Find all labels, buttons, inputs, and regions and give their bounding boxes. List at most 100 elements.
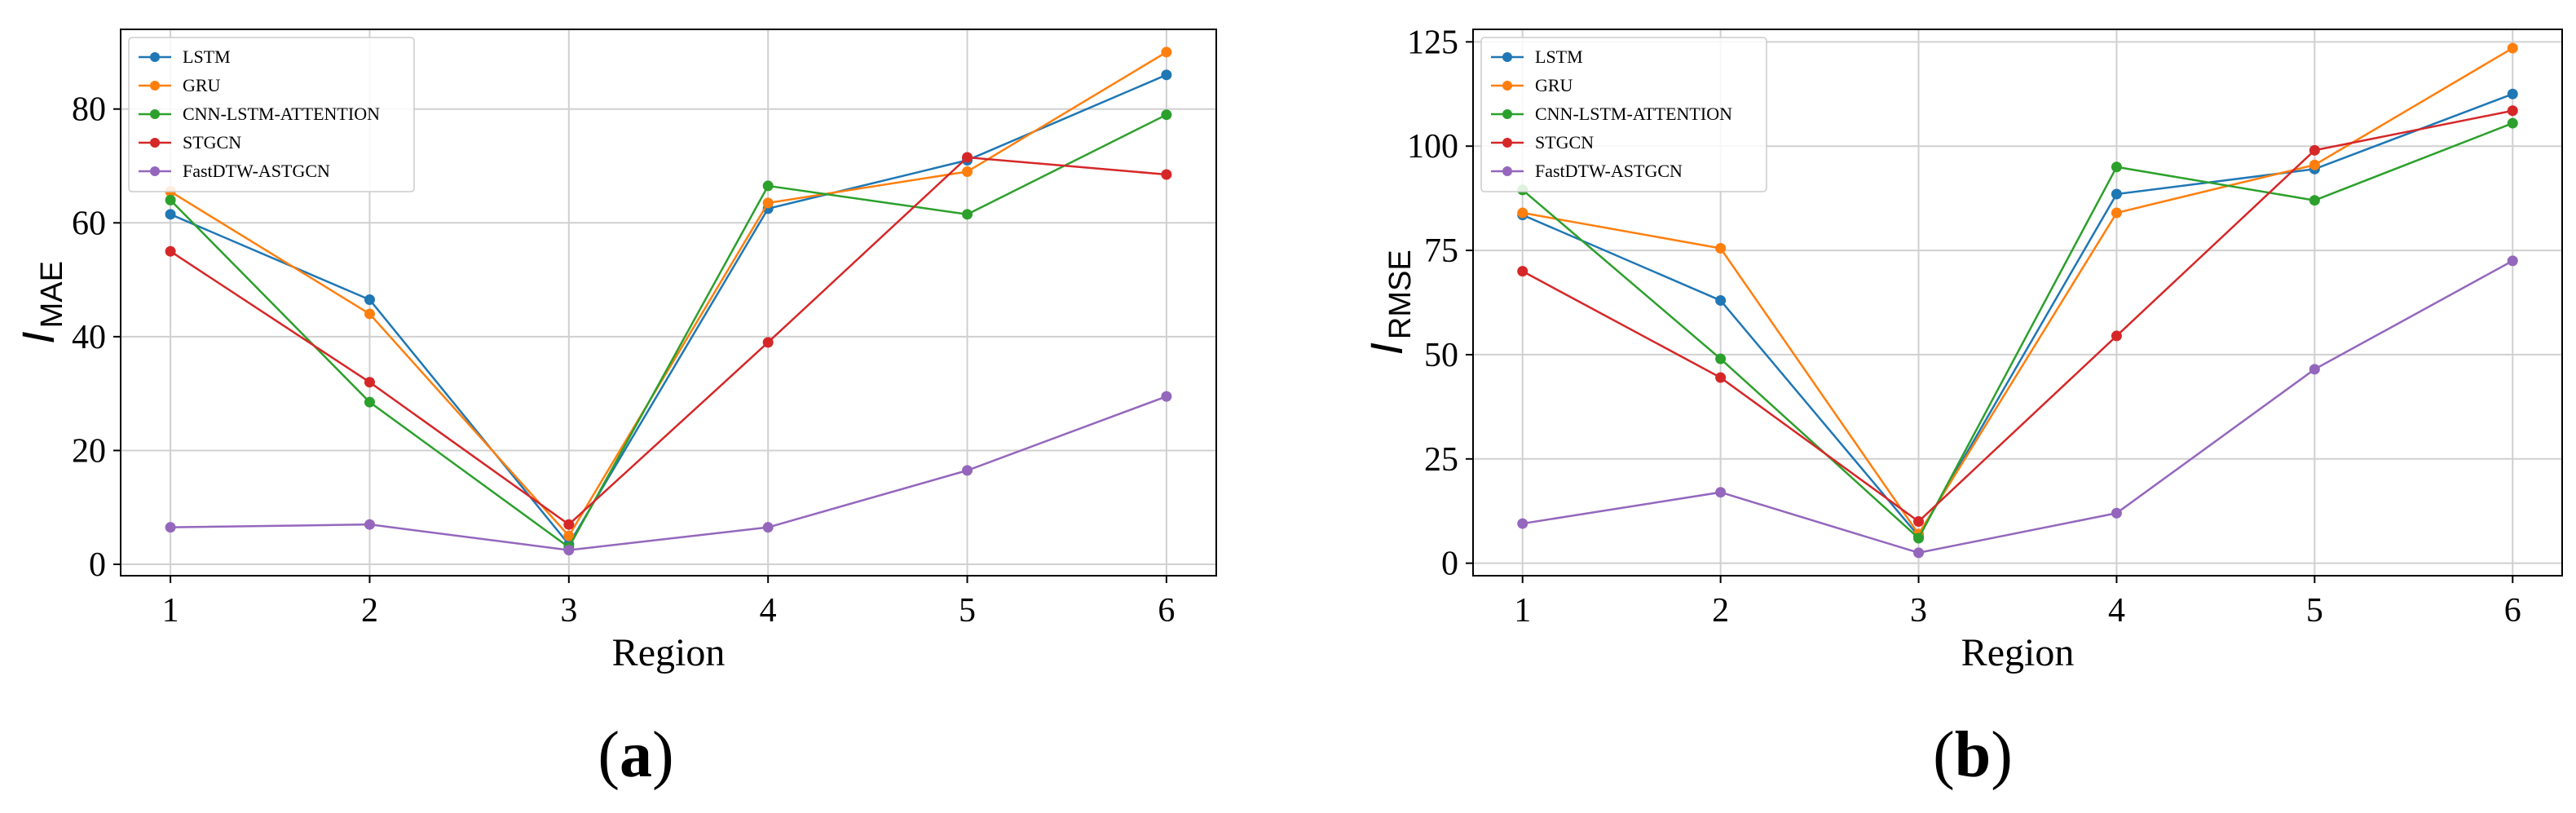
data-point [2507, 105, 2518, 117]
panel-label-open-paren: ( [598, 719, 620, 791]
series-gru [165, 46, 1172, 541]
data-point [1913, 516, 1925, 528]
data-point [1913, 547, 1925, 559]
data-point [2111, 207, 2122, 219]
x-tick-label: 4 [760, 592, 777, 630]
legend-marker [150, 138, 160, 148]
legend-marker [150, 109, 160, 119]
series-fastdtw-astgcn [165, 391, 1172, 556]
y-tick-label: 60 [72, 205, 106, 242]
data-point [364, 294, 375, 306]
panel-label: (a) [598, 719, 673, 791]
y-tick-label: 0 [89, 546, 106, 584]
x-tick-label: 1 [1514, 592, 1531, 630]
series-fastdtw-astgcn [1517, 255, 2518, 559]
data-point [2507, 255, 2518, 267]
legend: LSTM GRU CNN-LSTM-ATTENTION STGCN FastDTW-AS… [128, 37, 415, 192]
data-point [364, 396, 375, 408]
x-tick-label: 1 [162, 592, 179, 630]
series-line [1522, 109, 2513, 524]
data-point [1913, 532, 1925, 544]
legend-marker [150, 81, 160, 91]
legend-marker [1502, 138, 1512, 148]
data-point [563, 530, 575, 541]
legend-marker [1502, 81, 1512, 91]
legend-label: LSTM [1535, 46, 1583, 67]
x-tick-label: 4 [2108, 592, 2125, 630]
data-point [1715, 487, 1727, 498]
data-point [2309, 144, 2320, 156]
legend-label: STGCN [1535, 132, 1594, 152]
data-point [1161, 109, 1172, 121]
data-point [165, 522, 176, 533]
y-tick-label: 0 [1441, 546, 1458, 583]
data-point [962, 152, 973, 163]
chart-panel-b: 1 2 3 4 5 6 0 25 50 75 100 125 Region I RMSE LSTM GRU CNN… [1361, 24, 2563, 791]
data-point [1517, 518, 1528, 529]
panel-label-close-paren: ) [1991, 719, 2013, 791]
data-point [762, 180, 774, 192]
data-point [762, 337, 774, 348]
y-axis-label-subscript: MAE [35, 261, 69, 328]
series-line [170, 51, 1167, 538]
y-tick-label: 25 [1424, 441, 1458, 479]
data-point [2507, 42, 2518, 54]
series-cnn-lstm-attention [165, 109, 1172, 553]
data-point [762, 197, 774, 209]
series-line [1522, 259, 2513, 555]
data-point [1161, 391, 1172, 402]
legend-label: STGCN [183, 132, 241, 152]
y-tick-label: 50 [1424, 337, 1458, 374]
series-line [170, 73, 1167, 546]
data-point [962, 209, 973, 220]
x-tick-label: 6 [2504, 592, 2521, 630]
data-point [1715, 372, 1727, 383]
x-tick-label: 6 [1158, 592, 1175, 630]
series-line [170, 113, 1167, 549]
series-gru [1517, 42, 2518, 540]
data-point [364, 377, 375, 388]
legend-marker [150, 166, 160, 176]
data-point [1517, 266, 1528, 277]
series-stgcn [165, 152, 1172, 530]
legend-marker [1502, 166, 1512, 176]
data-point [364, 308, 375, 320]
panel-label: (b) [1933, 719, 2013, 791]
data-point [2309, 159, 2320, 170]
data-point [2309, 364, 2320, 375]
y-tick-label: 75 [1424, 232, 1458, 270]
series-line [170, 395, 1167, 551]
data-point [962, 166, 973, 177]
plot-frame [120, 29, 1217, 577]
data-point [563, 519, 575, 530]
data-point [962, 465, 973, 476]
legend-label: FastDTW-ASTGCN [1535, 161, 1683, 181]
data-point [2507, 117, 2518, 129]
data-point [2111, 161, 2122, 173]
data-point [1161, 169, 1172, 180]
plot-frame [1472, 29, 2563, 577]
legend-label: FastDTW-ASTGCN [183, 161, 330, 181]
y-tick-label: 100 [1407, 128, 1458, 166]
panel-label-letter: a [620, 719, 652, 791]
y-tick-label: 40 [72, 319, 106, 356]
y-axis-label: I RMSE [1361, 250, 1418, 355]
data-point [1517, 207, 1528, 219]
x-tick-label: 5 [959, 592, 976, 630]
x-tick-label: 3 [560, 592, 577, 630]
data-point [165, 245, 176, 257]
x-axis-label: Region [612, 631, 726, 674]
x-axis-label: Region [1961, 631, 2075, 674]
data-point [2309, 195, 2320, 206]
panel-label-letter: b [1955, 719, 1992, 791]
data-point [762, 522, 774, 533]
legend-box [1480, 37, 1767, 192]
data-point [2111, 507, 2122, 519]
legend-label: LSTM [183, 46, 231, 67]
legend-label: GRU [183, 75, 221, 95]
data-point [165, 194, 176, 205]
data-point [1715, 243, 1727, 254]
series-line [170, 156, 1167, 526]
series-line [1522, 93, 2513, 538]
data-point [563, 545, 575, 556]
